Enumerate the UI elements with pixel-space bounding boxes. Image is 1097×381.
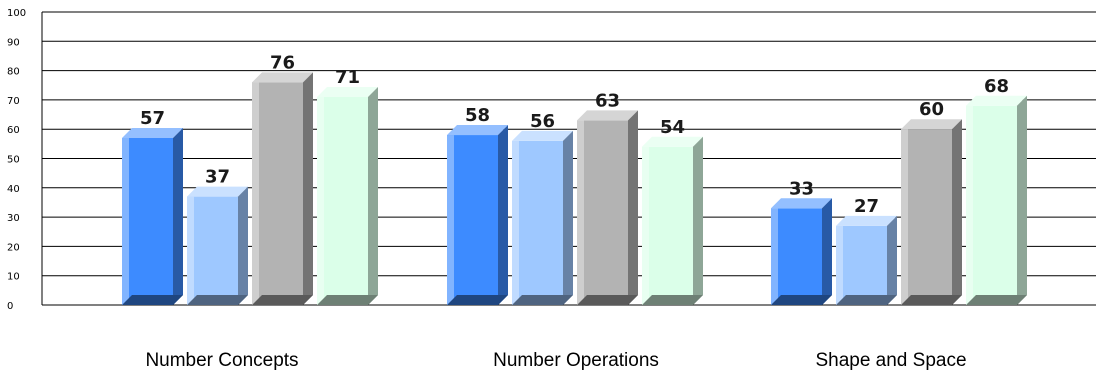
value-label: 71	[335, 67, 360, 88]
bar	[187, 186, 248, 305]
bars	[122, 72, 1027, 306]
y-tick-label: 80	[7, 67, 20, 78]
y-tick-label: 90	[7, 37, 20, 48]
bar	[577, 110, 638, 305]
bar	[512, 130, 573, 305]
category-label: Shape and Space	[815, 350, 966, 371]
bar	[836, 215, 897, 305]
value-labels: 57 37 76 71 58 56 63 54 33 27 60 68	[140, 52, 1009, 217]
y-tick-label: 30	[7, 213, 20, 224]
value-label: 63	[595, 90, 620, 111]
y-tick-label: 10	[7, 272, 20, 283]
bar	[642, 136, 703, 305]
y-tick-label: 40	[7, 184, 20, 195]
category-label: Number Concepts	[145, 350, 298, 371]
bar	[317, 86, 378, 305]
y-tick-label: 70	[7, 96, 20, 107]
value-label: 57	[140, 108, 165, 129]
y-tick-label: 20	[7, 242, 20, 253]
bar	[447, 125, 508, 305]
value-label: 60	[919, 99, 944, 120]
y-tick-label: 100	[7, 8, 26, 19]
value-label: 56	[530, 111, 555, 132]
value-label: 37	[205, 167, 230, 188]
value-label: 76	[270, 52, 295, 73]
value-label: 58	[465, 105, 490, 126]
value-label: 54	[660, 117, 685, 138]
value-label: 33	[789, 178, 814, 199]
bar	[122, 127, 183, 306]
y-axis-ticks: 0 10 20 30 40 50 60 70 80 90 100	[7, 8, 26, 312]
y-tick-label: 60	[7, 125, 20, 136]
bar	[966, 95, 1027, 305]
y-tick-label: 0	[7, 301, 13, 312]
value-label: 68	[984, 76, 1009, 97]
value-label: 27	[854, 196, 879, 217]
bar	[252, 72, 313, 305]
bar	[771, 198, 832, 305]
y-tick-label: 50	[7, 155, 20, 166]
category-label: Number Operations	[493, 350, 659, 371]
category-labels: Number Concepts Number Operations Shape an…	[145, 350, 966, 371]
bar	[901, 119, 962, 305]
